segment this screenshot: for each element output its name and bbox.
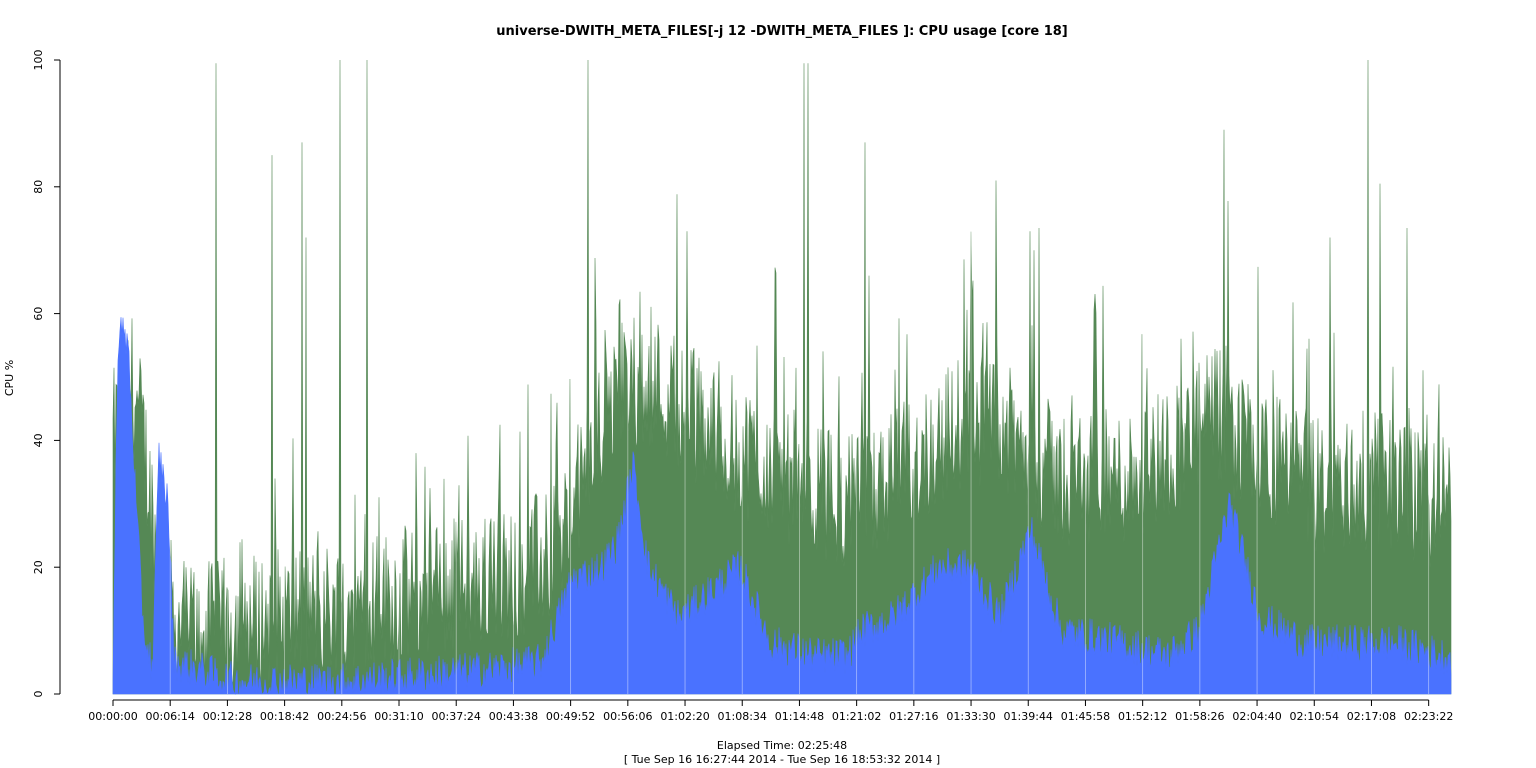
x-tick-label: 01:39:44: [1004, 710, 1053, 723]
x-tick-label: 02:10:54: [1290, 710, 1339, 723]
x-tick-label: 00:00:00: [88, 710, 137, 723]
x-axis: 00:00:00 00:06:14 00:12:28 00:18:42 00:24:56…: [88, 699, 1453, 723]
x-tick-label: 01:33:30: [946, 710, 995, 723]
x-tick-label: 00:12:28: [203, 710, 252, 723]
x-tick-label: 01:27:16: [889, 710, 938, 723]
y-tick-label: 80: [32, 180, 45, 194]
x-tick-label: 01:02:20: [660, 710, 709, 723]
y-tick-label: 100: [32, 50, 45, 71]
x-tick-label: 01:52:12: [1118, 710, 1167, 723]
y-tick-label: 40: [32, 433, 45, 447]
x-tick-label: 00:18:42: [260, 710, 309, 723]
x-tick-label: 02:17:08: [1347, 710, 1396, 723]
time-range-subtitle: [ Tue Sep 16 16:27:44 2014 - Tue Sep 16 …: [624, 753, 940, 766]
x-tick-label: 01:58:26: [1175, 710, 1224, 723]
x-tick-label: 01:14:48: [775, 710, 824, 723]
x-tick-label: 02:23:22: [1404, 710, 1453, 723]
y-axis: 0 20 40 60 80 100: [32, 50, 61, 698]
plot-area: [112, 59, 1452, 695]
y-tick-label: 0: [32, 691, 45, 698]
x-tick-label: 00:06:14: [145, 710, 194, 723]
x-tick-label: 00:56:06: [603, 710, 652, 723]
chart-title: universe-DWITH_META_FILES[-j 12 -DWITH_M…: [496, 24, 1067, 39]
series-total-cpu-area: [112, 59, 1452, 695]
x-tick-label: 00:49:52: [546, 710, 595, 723]
x-tick-label: 00:31:10: [374, 710, 423, 723]
x-tick-label: 00:24:56: [317, 710, 366, 723]
x-tick-label: 01:21:02: [832, 710, 881, 723]
x-tick-label: 02:04:40: [1232, 710, 1281, 723]
x-tick-label: 00:37:24: [432, 710, 481, 723]
y-tick-label: 20: [32, 560, 45, 574]
x-axis-label: Elapsed Time: 02:25:48: [717, 739, 847, 752]
series-system-cpu-area: [112, 317, 1452, 695]
y-tick-label: 60: [32, 307, 45, 321]
x-tick-label: 01:45:58: [1061, 710, 1110, 723]
x-tick-label: 01:08:34: [718, 710, 767, 723]
y-axis-label: CPU %: [3, 360, 16, 396]
x-tick-label: 00:43:38: [489, 710, 538, 723]
